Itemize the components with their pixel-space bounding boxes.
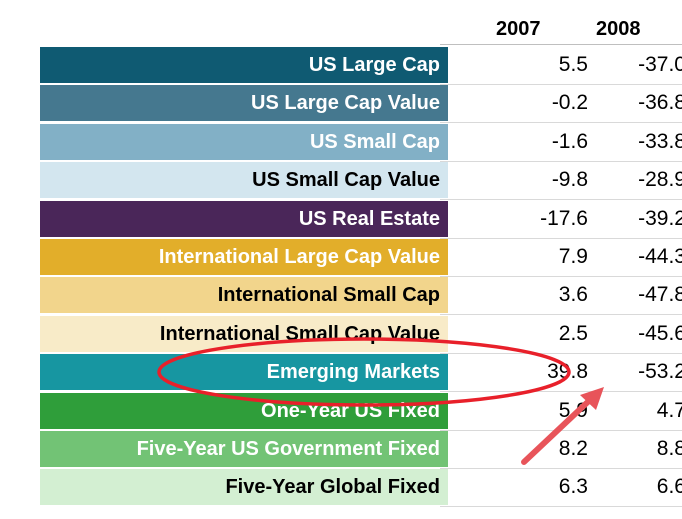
value-2007: 6.3 — [558, 475, 588, 499]
row-label: Emerging Markets — [40, 354, 448, 391]
header-divider — [440, 44, 682, 45]
value-2007: 5.9 — [558, 398, 588, 422]
row-divider — [440, 314, 682, 316]
value-2007: -1.6 — [551, 129, 588, 153]
table-row: Five-Year US Government Fixed 8.2 8.8 — [40, 431, 682, 469]
table-row: International Small Cap 3.6 -47.8 — [40, 277, 682, 316]
table-row: International Small Cap Value 2.5 -45.6 — [40, 315, 682, 354]
column-header-2007: 2007 — [496, 18, 541, 40]
value-2008: -36.8 — [638, 91, 682, 115]
row-divider — [440, 468, 682, 469]
value-2007: 2.5 — [558, 321, 588, 345]
column-header-2008: 2008 — [596, 18, 641, 40]
row-divider — [440, 122, 682, 124]
value-2008: -39.2 — [638, 206, 682, 230]
row-divider — [440, 506, 682, 508]
row-label: US Large Cap Value — [40, 85, 448, 122]
row-label: International Small Cap Value — [40, 315, 448, 352]
value-2007: 7.9 — [558, 245, 588, 268]
value-2008: 6.6 — [656, 475, 682, 499]
value-2008: -44.3 — [638, 245, 682, 268]
row-label: Five-Year US Government Fixed — [40, 431, 448, 467]
row-label: One-Year US Fixed — [40, 392, 448, 429]
row-label: US Small Cap — [40, 123, 448, 160]
table-row: US Real Estate -17.6 -39.2 — [40, 200, 682, 239]
value-2008: -53.2 — [638, 360, 682, 384]
table-row: One-Year US Fixed 5.9 4.7 — [40, 392, 682, 431]
table-row: Five-Year Global Fixed 6.3 6.6 — [40, 469, 682, 508]
table-row: Emerging Markets 39.8 -53.2 — [40, 354, 682, 393]
table-row: US Small Cap -1.6 -33.8 — [40, 123, 682, 162]
row-label: Five-Year Global Fixed — [40, 469, 448, 506]
table-row: US Large Cap 5.5 -37.0 — [40, 47, 682, 85]
row-divider — [440, 199, 682, 201]
value-2007: 5.5 — [558, 53, 588, 76]
row-label: US Real Estate — [40, 200, 448, 237]
table-row: International Large Cap Value 7.9 -44.3 — [40, 239, 682, 277]
value-2008: 8.8 — [656, 437, 682, 460]
value-2007: -9.8 — [551, 168, 588, 192]
table-header: 2007 2008 — [0, 18, 682, 44]
value-2008: -33.8 — [638, 129, 682, 153]
value-2008: -47.8 — [638, 283, 682, 307]
value-2008: -37.0 — [638, 53, 682, 76]
row-label: US Small Cap Value — [40, 162, 448, 199]
value-2007: -17.6 — [540, 206, 588, 230]
row-label: US Large Cap — [40, 47, 448, 83]
row-divider — [440, 160, 682, 162]
value-2008: 4.7 — [656, 398, 682, 422]
row-label: International Small Cap — [40, 277, 448, 314]
table-row: US Large Cap Value -0.2 -36.8 — [40, 85, 682, 124]
value-2008: -45.6 — [638, 321, 682, 345]
row-divider — [440, 237, 682, 239]
row-label: International Large Cap Value — [40, 239, 448, 275]
table-row: US Small Cap Value -9.8 -28.9 — [40, 162, 682, 201]
row-divider — [440, 276, 682, 277]
row-divider — [440, 84, 682, 85]
value-2007: 8.2 — [558, 437, 588, 460]
value-2007: 39.8 — [547, 360, 588, 384]
value-2008: -28.9 — [638, 168, 682, 192]
value-2007: 3.6 — [558, 283, 588, 307]
value-2007: -0.2 — [551, 91, 588, 115]
